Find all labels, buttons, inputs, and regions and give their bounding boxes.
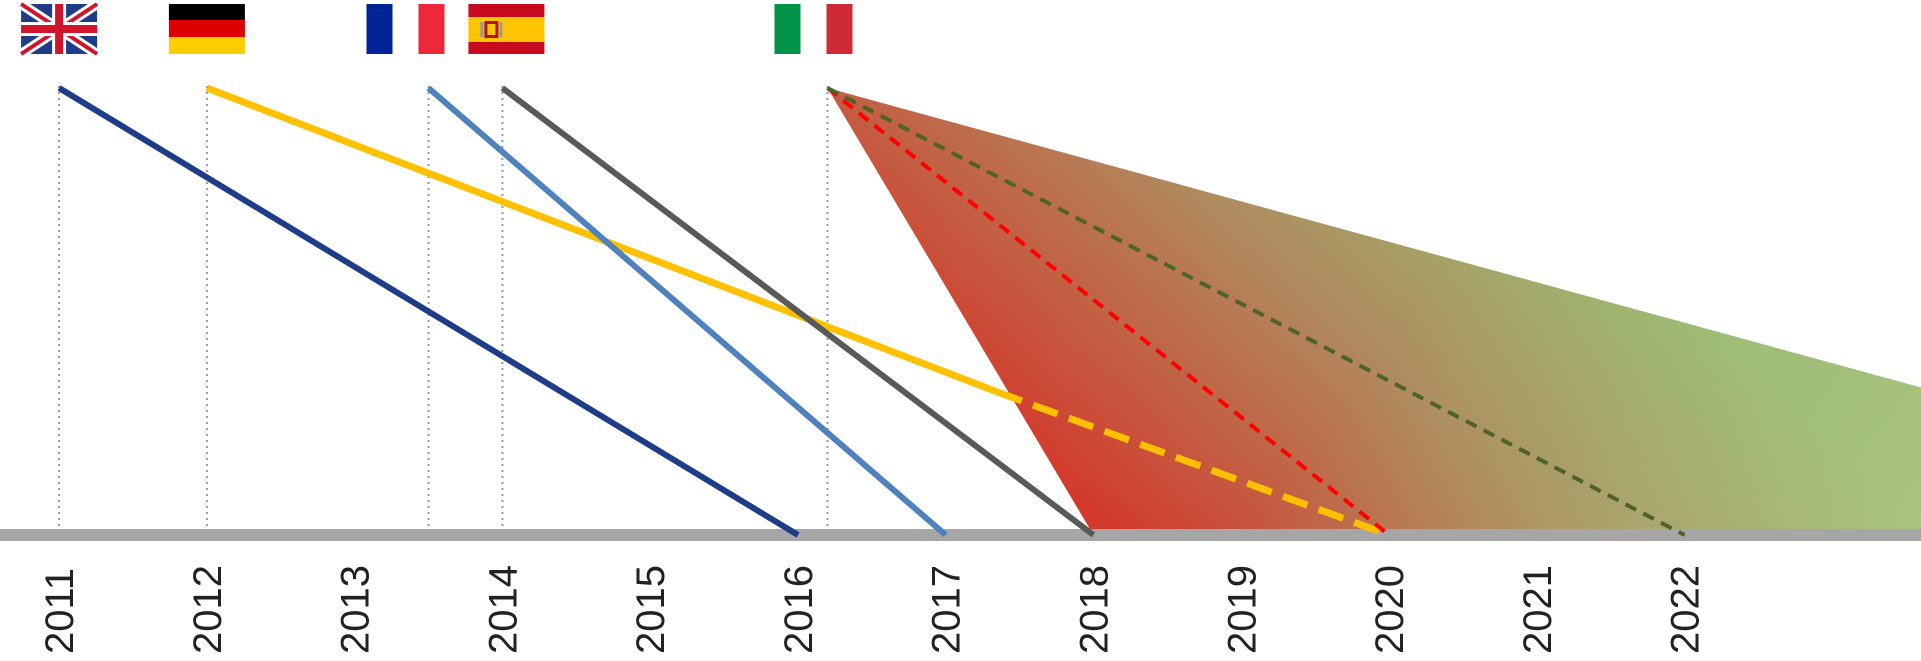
x-tick-label: 2018 [1073,565,1117,654]
flags [18,0,853,59]
italy-dashed-line [826,86,1686,537]
spain-flag-icon [468,4,545,54]
range-area [827,88,1921,535]
x-tick-label: 2013 [334,565,378,654]
x-tick-label: 2012 [186,565,230,654]
x-tick-label: 2019 [1220,565,1264,654]
x-tick-label: 2020 [1368,565,1412,654]
uk-flag-icon [18,0,100,59]
x-tick-label: 2017 [925,565,969,654]
x-tick-label: 2021 [1516,565,1560,654]
spain-solid-line [500,85,1096,538]
x-tick-label: 2014 [481,565,525,654]
x-axis-tick-labels: 2011 2012 2013 2014 2015 2016 2017 2018 2019 2020… [38,565,1708,654]
x-tick-label: 2022 [1664,565,1708,654]
germany-flag-icon [168,4,245,54]
italy-flag-icon [774,4,853,54]
france-solid-line [426,85,948,538]
range-area-shade [827,88,1921,535]
germany-dashed-line [996,388,1391,539]
vertical-guides [58,86,829,535]
france-flag-icon [366,4,445,54]
x-tick-label: 2015 [629,565,673,654]
uk-solid-line [57,85,800,538]
x-tick-label: 2011 [38,568,82,654]
series-lines [57,84,1686,539]
x-tick-label: 2016 [777,565,821,654]
